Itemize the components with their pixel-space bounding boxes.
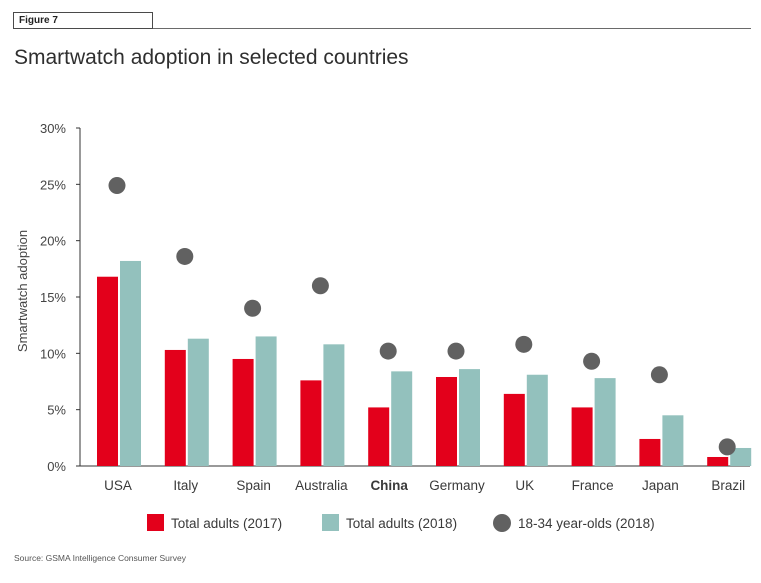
chart-title: Smartwatch adoption in selected countrie… bbox=[14, 46, 409, 69]
bar-2017-china bbox=[368, 407, 390, 466]
x-tick-label-usa: USA bbox=[104, 478, 132, 493]
bar-2017-france bbox=[571, 407, 593, 466]
bar-2018-france bbox=[594, 378, 616, 466]
bar-2018-uk bbox=[526, 374, 548, 466]
top-rule bbox=[153, 28, 751, 29]
dot-18-34-usa bbox=[108, 176, 126, 194]
legend-swatch-1 bbox=[322, 514, 339, 531]
y-tick-label: 25% bbox=[40, 177, 66, 192]
x-tick-label-spain: Spain bbox=[236, 478, 271, 493]
dot-18-34-france bbox=[583, 352, 601, 370]
x-tick-label-china: China bbox=[370, 478, 408, 493]
y-tick-label: 15% bbox=[40, 290, 66, 305]
x-tick-label-uk: UK bbox=[515, 478, 534, 493]
x-tick-label-australia: Australia bbox=[295, 478, 348, 493]
bar-2017-germany bbox=[436, 376, 457, 466]
dot-18-34-china bbox=[379, 342, 397, 360]
legend-label-2: 18-34 year-olds (2018) bbox=[518, 516, 655, 531]
legend-swatch-0 bbox=[147, 514, 164, 531]
y-tick-label: 30% bbox=[40, 121, 66, 136]
dot-18-34-japan bbox=[650, 366, 668, 384]
bar-2017-brazil bbox=[707, 456, 729, 466]
bar-2018-usa bbox=[120, 260, 141, 466]
x-tick-label-japan: Japan bbox=[642, 478, 679, 493]
bar-2017-spain bbox=[232, 358, 254, 466]
source-note: Source: GSMA Intelligence Consumer Surve… bbox=[14, 553, 186, 563]
bar-2017-australia bbox=[300, 380, 322, 466]
x-tick-label-germany: Germany bbox=[429, 478, 485, 493]
dot-18-34-spain bbox=[244, 299, 262, 317]
y-axis-label: Smartwatch adoption bbox=[15, 230, 30, 352]
x-tick-label-italy: Italy bbox=[173, 478, 198, 493]
bar-2018-china bbox=[391, 371, 413, 466]
dot-18-34-australia bbox=[311, 277, 329, 295]
bar-2018-spain bbox=[255, 336, 277, 466]
x-tick-label-france: France bbox=[572, 478, 614, 493]
legend-swatch-2 bbox=[493, 514, 511, 532]
bar-2018-australia bbox=[323, 344, 345, 466]
bar-2018-italy bbox=[187, 338, 209, 466]
bar-2018-germany bbox=[459, 369, 480, 466]
x-tick-label-brazil: Brazil bbox=[711, 478, 745, 493]
legend-label-0: Total adults (2017) bbox=[171, 516, 282, 531]
dot-18-34-germany bbox=[447, 342, 465, 360]
y-tick-label: 20% bbox=[40, 234, 66, 249]
bar-2018-brazil bbox=[730, 447, 752, 466]
legend-label-1: Total adults (2018) bbox=[346, 516, 457, 531]
dot-18-34-italy bbox=[176, 247, 194, 265]
bar-2017-uk bbox=[503, 393, 525, 466]
bar-2017-italy bbox=[164, 349, 186, 466]
y-tick-label: 5% bbox=[47, 403, 66, 418]
figure-label: Figure 7 bbox=[13, 12, 153, 29]
dot-18-34-brazil bbox=[718, 438, 736, 456]
bar-2017-usa bbox=[97, 276, 118, 466]
y-tick-label: 0% bbox=[47, 459, 66, 474]
y-tick-label: 10% bbox=[40, 346, 66, 361]
dot-18-34-uk bbox=[515, 335, 533, 353]
bar-2018-japan bbox=[662, 415, 684, 466]
bar-2017-japan bbox=[639, 438, 661, 466]
